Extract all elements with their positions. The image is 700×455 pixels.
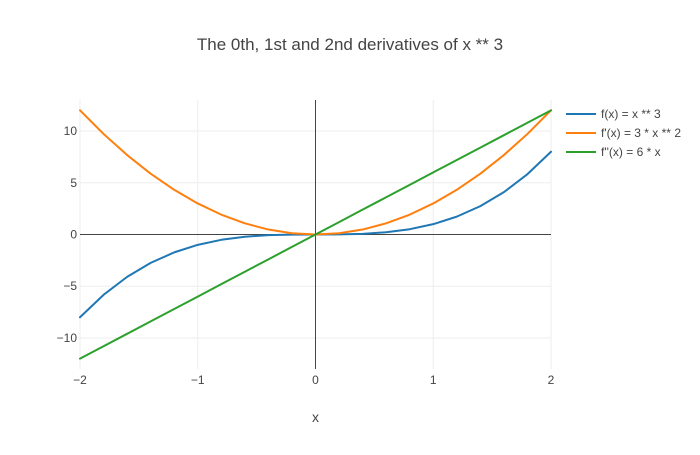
- y-tick-label: 10: [64, 124, 78, 138]
- y-tick-label: −5: [63, 279, 77, 293]
- legend[interactable]: f(x) = x ** 3 f'(x) = 3 * x ** 2 f''(x) = …: [566, 107, 681, 159]
- legend-item-0[interactable]: f(x) = x ** 3: [566, 107, 661, 121]
- x-axis-title: x: [312, 409, 319, 425]
- chart-title: The 0th, 1st and 2nd derivatives of x **…: [197, 35, 503, 54]
- legend-item-1[interactable]: f'(x) = 3 * x ** 2: [566, 126, 681, 140]
- series-line-2[interactable]: [79, 109, 552, 360]
- x-tick-label: −1: [191, 373, 205, 387]
- legend-label: f(x) = x ** 3: [601, 107, 661, 121]
- series-layer: [79, 109, 552, 360]
- y-tick-label: −10: [57, 331, 78, 345]
- x-tick-label: −2: [73, 373, 87, 387]
- x-tick-label: 2: [548, 373, 555, 387]
- x-tick-label: 0: [312, 373, 319, 387]
- legend-label: f'(x) = 3 * x ** 2: [601, 126, 681, 140]
- y-tick-label: 0: [70, 228, 77, 242]
- x-tick-label: 1: [430, 373, 437, 387]
- legend-label: f''(x) = 6 * x: [601, 145, 661, 159]
- y-tick-label: 5: [70, 176, 77, 190]
- legend-item-2[interactable]: f''(x) = 6 * x: [566, 145, 661, 159]
